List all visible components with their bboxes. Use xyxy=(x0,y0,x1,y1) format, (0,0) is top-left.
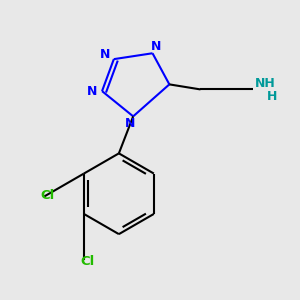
Text: N: N xyxy=(151,40,161,53)
Text: N: N xyxy=(87,85,97,98)
Text: H: H xyxy=(267,90,277,103)
Text: Cl: Cl xyxy=(80,255,95,268)
Text: N: N xyxy=(124,117,135,130)
Text: N: N xyxy=(100,48,111,61)
Text: NH: NH xyxy=(255,77,276,90)
Text: Cl: Cl xyxy=(40,188,55,202)
